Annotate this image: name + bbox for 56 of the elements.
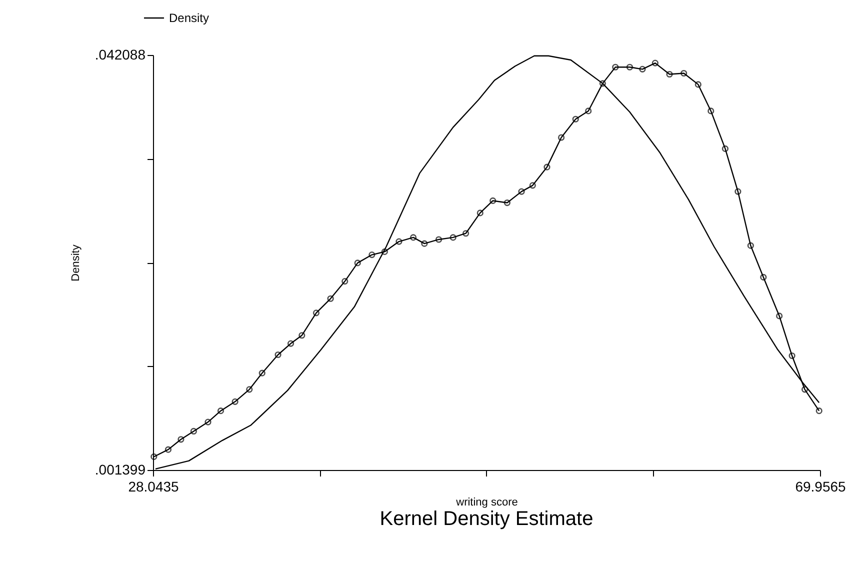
- point: [190, 428, 197, 435]
- y-axis-title: Density: [70, 244, 82, 282]
- point: [734, 188, 742, 195]
- point: [217, 408, 224, 414]
- point: [421, 240, 428, 247]
- text: Kernel Density Estimate: [380, 508, 594, 530]
- point: [747, 242, 754, 249]
- point: [558, 134, 565, 141]
- point: [287, 340, 294, 347]
- legend-label: Density: [169, 11, 210, 25]
- point: [529, 182, 536, 189]
- point: [599, 80, 606, 87]
- point: [396, 238, 402, 245]
- point: [462, 230, 470, 237]
- point: [312, 310, 320, 316]
- point: [342, 278, 348, 285]
- point: [722, 145, 729, 152]
- point: [410, 234, 417, 241]
- x-axis-title: writing score: [455, 496, 518, 508]
- point: [760, 274, 767, 281]
- point: [476, 210, 484, 216]
- point: [258, 370, 266, 376]
- point: [381, 248, 388, 256]
- point: [639, 66, 646, 72]
- point: [652, 60, 658, 66]
- point: [708, 108, 714, 114]
- point: [612, 64, 619, 70]
- point: [435, 236, 442, 243]
- point: [776, 312, 783, 320]
- y-tick-label: .042088: [94, 46, 146, 62]
- point: [178, 436, 184, 443]
- point: [626, 64, 634, 70]
- point: [164, 446, 172, 453]
- point: [585, 108, 592, 114]
- x-tick-label: 28.0435: [128, 478, 180, 494]
- point: [246, 386, 253, 393]
- point: [680, 70, 688, 77]
- point: [518, 188, 525, 195]
- point: [694, 81, 702, 88]
- point: [504, 199, 510, 206]
- point: [544, 164, 550, 170]
- point: [354, 260, 361, 266]
- y-tick-label: .001399: [94, 462, 146, 478]
- point: [788, 352, 796, 360]
- point: [666, 70, 673, 78]
- point: [801, 386, 808, 393]
- point: [274, 351, 282, 358]
- point: [450, 234, 456, 241]
- point: [572, 116, 579, 122]
- point: [232, 398, 238, 405]
- point: [368, 251, 376, 258]
- point: [490, 197, 496, 204]
- point: [327, 295, 334, 302]
- point: [298, 332, 306, 339]
- x-tick-label: 69.9565: [795, 478, 846, 494]
- point: [204, 418, 212, 426]
